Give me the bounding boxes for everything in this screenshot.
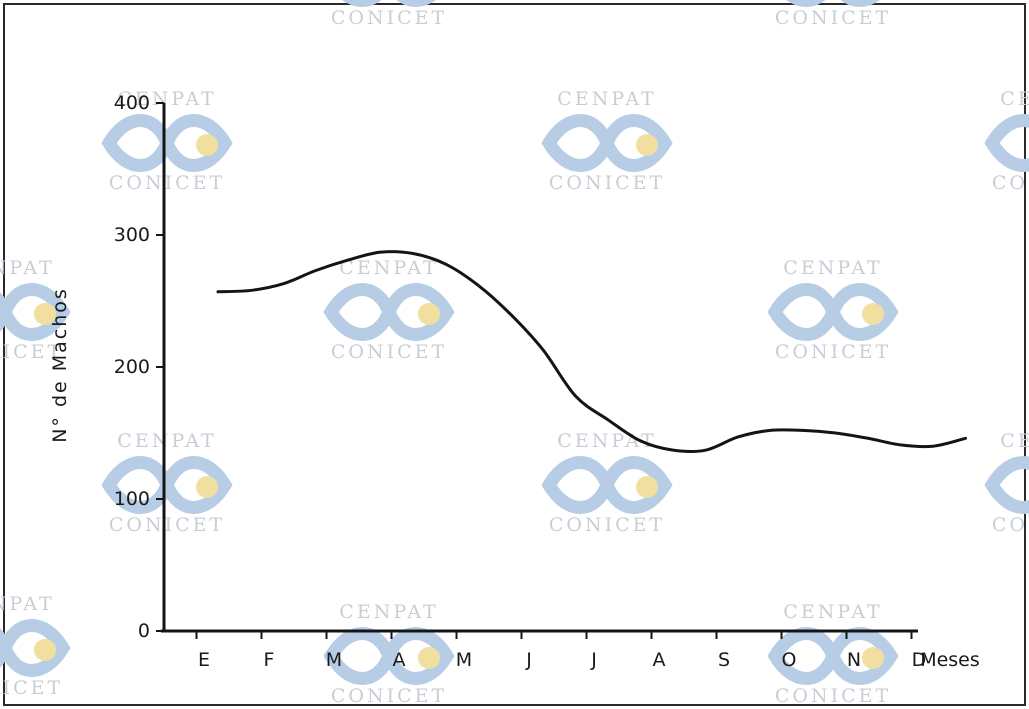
x-tick-label: M [326,649,342,671]
watermark: CENPAT CONICET [775,257,891,363]
watermark: CENPAT CONICET [549,88,665,194]
watermark-text-top: CENPAT [783,257,882,279]
watermark-text-bottom: CONICET [0,677,63,699]
watermark-text-bottom: CONICET [775,685,891,707]
watermark-text-bottom: CONICET [331,341,447,363]
x-tick-label: A [653,649,666,671]
y-tick-label: 0 [138,620,150,642]
watermark-text-top: CENPAT [339,601,438,623]
watermark-text-top: CENPAT [0,593,55,615]
watermark: CENPAT CONICET [992,88,1029,194]
y-tick-label: 300 [114,224,150,246]
watermark-text-bottom: CONICET [331,685,447,707]
x-axis-label: Meses [920,649,980,671]
watermark-sun-icon [418,647,440,669]
watermark-text-top: CENPAT [783,601,882,623]
watermark-sun-icon [636,134,658,156]
watermark-logo-icon [992,121,1029,166]
watermark-sun-icon [418,303,440,325]
watermark-text-bottom: CONICET [992,514,1029,536]
watermark-logo-icon [992,463,1029,508]
watermark-logo-icon [331,0,447,1]
watermark-sun-icon [196,134,218,156]
y-tick-label: 200 [114,356,150,378]
watermark-text-bottom: CONICET [109,514,225,536]
x-tick-label: N [847,649,861,671]
watermark-text-bottom: CONICET [549,172,665,194]
x-tick-label: J [525,649,532,671]
watermark: CENPAT CONICET [0,593,63,699]
watermark-text-top: CENPAT [339,257,438,279]
x-tick-label: J [590,649,597,671]
x-tick-label: E [198,649,210,671]
y-axis-label: N° de Machos [49,287,71,443]
x-tick-label: S [718,649,730,671]
watermark: CENPAT CONICET [331,257,447,363]
watermark: CENPAT CONICET [109,430,225,536]
watermark-text-top: CENPAT [1000,430,1029,452]
watermark-sun-icon [34,639,56,661]
x-tick-label: O [782,649,797,671]
watermark-text-top: CENPAT [0,257,55,279]
watermark-text-top: CENPAT [557,88,656,110]
y-tick-label: 400 [114,92,150,114]
y-tick-label: 100 [114,488,150,510]
watermark-text-bottom: CONICET [331,7,447,29]
watermark-text-top: CENPAT [1000,88,1029,110]
x-tick-label: M [456,649,472,671]
watermark-sun-icon [862,303,884,325]
x-tick-label: F [264,649,275,671]
watermark-text-bottom: CONICET [109,172,225,194]
watermark-text-bottom: CONICET [775,341,891,363]
watermark-text-bottom: CONICET [775,7,891,29]
watermark-text-bottom: CONICET [549,514,665,536]
watermark-text-bottom: CONICET [992,172,1029,194]
watermark-text-top: CENPAT [117,430,216,452]
watermark-logo-icon [775,0,891,1]
watermark: CENPAT CONICET [331,601,447,707]
watermark-sun-icon [196,476,218,498]
x-tick-label: A [393,649,406,671]
watermark-sun-icon [862,647,884,669]
watermark: CENPAT CONICET [992,430,1029,536]
watermark-sun-icon [636,476,658,498]
